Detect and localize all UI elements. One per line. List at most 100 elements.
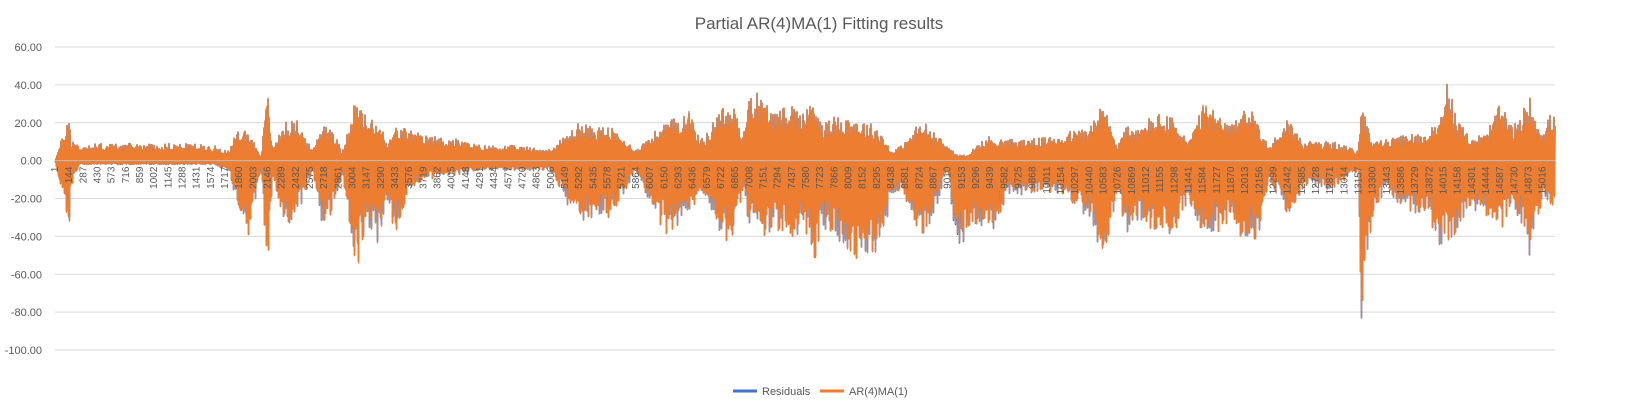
x-tick-label: 13872 <box>1424 166 1435 194</box>
x-tick-label: 14301 <box>1467 166 1478 194</box>
x-tick-label: 2575 <box>305 166 316 189</box>
series-lines <box>54 83 1556 319</box>
x-tick-label: 6436 <box>688 166 699 189</box>
x-tick-label: 2146 <box>263 166 274 189</box>
x-tick-label: 10297 <box>1070 166 1081 194</box>
x-tick-label: 3433 <box>390 166 401 189</box>
x-tick-label: 8438 <box>886 166 897 189</box>
x-tick-label: 11870 <box>1226 166 1237 194</box>
x-tick-label: 14015 <box>1439 166 1450 194</box>
x-tick-label: 8867 <box>929 166 940 189</box>
y-tick-label: -100.00 <box>5 345 42 357</box>
x-tick-label: 9153 <box>957 166 968 189</box>
x-tick-label: 4577 <box>503 166 514 189</box>
x-tick-label: 13300 <box>1368 166 1379 194</box>
x-tick-label: 1860 <box>234 166 245 189</box>
x-tick-label: 12871 <box>1325 166 1336 194</box>
x-tick-label: 9725 <box>1014 166 1025 189</box>
x-tick-label: 14158 <box>1453 166 1464 194</box>
x-tick-label: 1 <box>50 166 61 172</box>
x-tick-label: 14444 <box>1481 166 1492 194</box>
x-tick-label: 12585 <box>1297 166 1308 194</box>
x-tick-label: 2861 <box>333 166 344 189</box>
x-tick-label: 5721 <box>617 166 628 189</box>
x-tick-label: 13443 <box>1382 166 1393 194</box>
legend-label-residuals: Residuals <box>762 386 811 398</box>
x-tick-label: 7437 <box>787 166 798 189</box>
x-tick-label: 8009 <box>843 166 854 189</box>
y-tick-label: 40.00 <box>14 80 42 92</box>
x-tick-label: 6579 <box>702 166 713 189</box>
y-tick-label: -80.00 <box>11 307 42 319</box>
x-tick-label: 8724 <box>914 166 925 189</box>
x-tick-label: 8152 <box>858 166 869 189</box>
x-tick-label: 14873 <box>1524 166 1535 194</box>
x-tick-label: 1145 <box>163 166 174 188</box>
x-tick-label: 2289 <box>277 166 288 189</box>
x-tick-label: 10583 <box>1099 166 1110 194</box>
x-tick-label: 4005 <box>447 166 458 189</box>
y-tick-label: 0.00 <box>21 156 42 168</box>
x-tick-label: 13586 <box>1396 166 1407 194</box>
series-line-1 <box>54 83 1556 319</box>
x-tick-label: 5578 <box>603 166 614 189</box>
x-tick-label: 7008 <box>744 166 755 189</box>
x-tick-label: 10869 <box>1127 166 1138 194</box>
x-tick-label: 5006 <box>546 166 557 189</box>
x-tick-label: 5292 <box>574 166 585 189</box>
x-tick-label: 1431 <box>192 166 203 189</box>
x-tick-label: 10726 <box>1113 166 1124 194</box>
x-tick-label: 11584 <box>1198 166 1209 194</box>
x-axis-ticks: 1 144 287 430 573 716 859 1002 1145 1288 1431 1574 1… <box>50 166 1549 194</box>
x-tick-label: 13729 <box>1410 166 1421 194</box>
x-tick-label: 9296 <box>971 166 982 189</box>
x-tick-label: 10440 <box>1084 166 1095 194</box>
x-tick-label: 11441 <box>1184 166 1195 194</box>
x-tick-label: 7294 <box>773 166 784 189</box>
x-tick-label: 7580 <box>801 166 812 189</box>
x-tick-label: 859 <box>135 166 146 183</box>
x-tick-label: 1574 <box>206 166 217 189</box>
x-tick-label: 7723 <box>815 166 826 189</box>
legend-label-ar4ma1: AR(4)MA(1) <box>849 386 908 398</box>
x-tick-label: 12728 <box>1311 166 1322 194</box>
x-tick-label: 2432 <box>291 166 302 189</box>
x-tick-label: 3576 <box>404 166 415 189</box>
x-tick-label: 14587 <box>1495 166 1506 194</box>
x-tick-label: 1002 <box>149 166 160 189</box>
x-tick-label: 5149 <box>560 166 571 189</box>
x-tick-label: 4291 <box>475 166 486 189</box>
x-tick-label: 3862 <box>433 166 444 189</box>
x-tick-label: 12013 <box>1240 166 1251 194</box>
x-tick-label: 144 <box>64 166 75 183</box>
x-tick-label: 11298 <box>1169 166 1180 194</box>
x-tick-label: 9868 <box>1028 166 1039 189</box>
x-tick-label: 287 <box>78 166 89 183</box>
x-tick-label: 11727 <box>1212 166 1223 194</box>
x-tick-label: 7866 <box>829 166 840 189</box>
x-tick-label: 10154 <box>1056 166 1067 194</box>
x-tick-label: 4720 <box>518 166 529 189</box>
x-tick-label: 14730 <box>1509 166 1520 194</box>
x-tick-label: 7151 <box>758 166 769 189</box>
x-tick-label: 11012 <box>1141 166 1152 194</box>
x-tick-label: 4434 <box>489 166 500 189</box>
x-tick-label: 5864 <box>631 166 642 189</box>
x-tick-label: 2003 <box>248 166 259 189</box>
x-tick-label: 13157 <box>1354 166 1365 194</box>
y-tick-label: 20.00 <box>14 118 42 130</box>
x-tick-label: 430 <box>93 166 104 183</box>
x-tick-label: 573 <box>107 166 118 183</box>
x-tick-label: 5435 <box>588 166 599 189</box>
x-tick-label: 2718 <box>319 166 330 189</box>
x-tick-label: 12299 <box>1269 166 1280 194</box>
x-tick-label: 6293 <box>673 166 684 189</box>
x-tick-label: 1717 <box>220 166 231 189</box>
x-tick-label: 12156 <box>1254 166 1265 194</box>
x-tick-label: 12442 <box>1283 166 1294 194</box>
y-tick-label: -60.00 <box>11 269 42 281</box>
x-tick-label: 6150 <box>659 166 670 189</box>
x-tick-label: 13014 <box>1339 166 1350 194</box>
